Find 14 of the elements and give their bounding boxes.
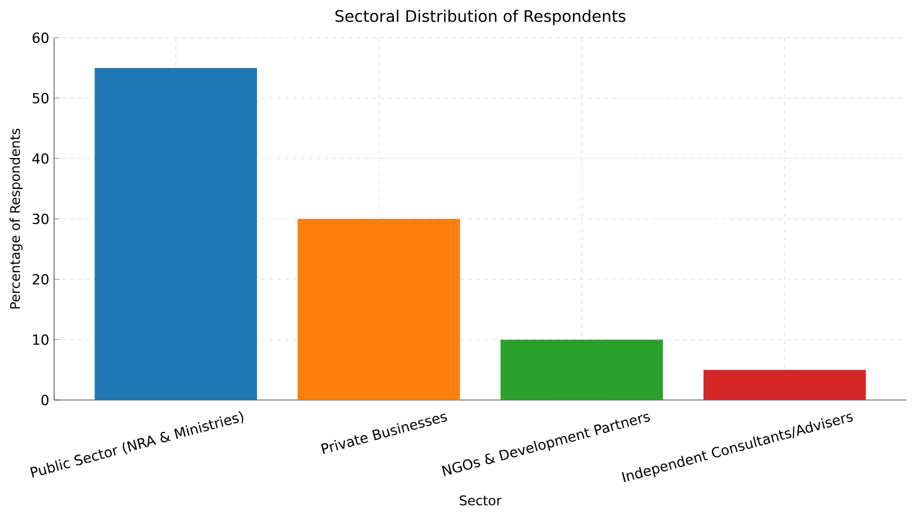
y-tick-label: 50	[32, 92, 48, 104]
y-tick-label: 10	[33, 334, 48, 345]
y-axis-title: Percentage of Respondents	[10, 128, 23, 308]
y-tick-label: 30	[32, 214, 48, 224]
y-tick-label: 0	[41, 394, 48, 406]
y-tick-label: 60	[32, 32, 48, 43]
x-axis-title: Sector	[460, 495, 502, 506]
bar	[94, 68, 258, 400]
bar	[703, 370, 866, 400]
y-tick-label: 40	[32, 153, 48, 164]
y-tick-label: 20	[32, 274, 48, 284]
bar	[500, 340, 663, 400]
bar	[298, 218, 460, 400]
chart-title: Sectoral Distribution of Respondents	[335, 10, 626, 26]
